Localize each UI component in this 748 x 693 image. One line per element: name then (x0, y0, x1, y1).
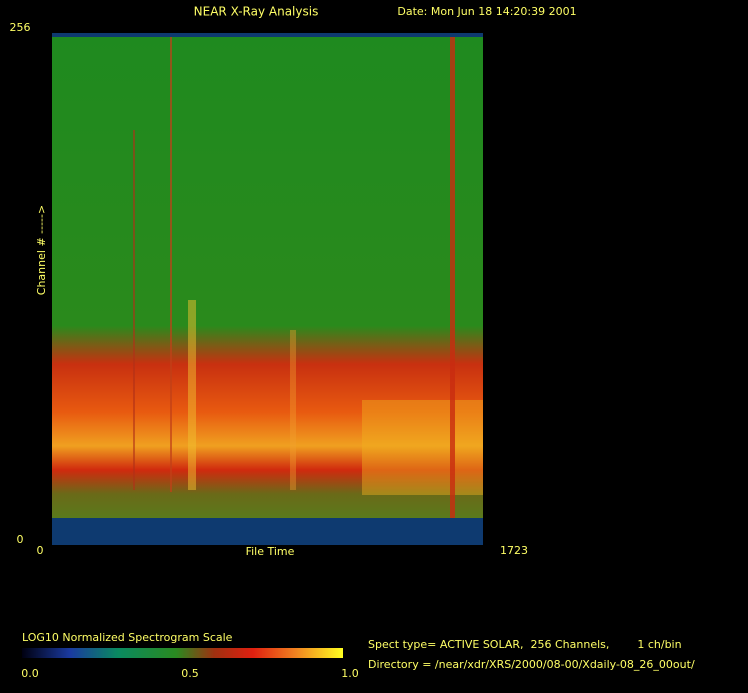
colorbar-tick-label: 0.5 (181, 667, 199, 680)
y-axis-label: Channel # -----> (35, 205, 48, 295)
flare (362, 400, 483, 495)
streak (450, 37, 455, 518)
title: NEAR X-Ray Analysis (194, 5, 319, 19)
streak (170, 37, 172, 492)
x-tick-label: 0 (37, 544, 44, 557)
streak (133, 130, 135, 490)
y-tick-label: 0 (17, 533, 24, 546)
colorbar-title: LOG10 Normalized Spectrogram Scale (22, 631, 233, 644)
spectrum (52, 37, 483, 518)
spectrogram (52, 33, 483, 545)
x-axis-label: File Time (246, 545, 295, 558)
colorbar-tick-label: 1.0 (341, 667, 359, 680)
date: Date: Mon Jun 18 14:20:39 2001 (397, 5, 576, 18)
info-line: Spect type= ACTIVE SOLAR, 256 Channels, … (368, 638, 682, 651)
y-tick-label: 256 (10, 21, 31, 34)
streak (290, 330, 296, 490)
x-tick-label: 1723 (500, 544, 528, 557)
colorbar-tick-label: 0.0 (21, 667, 39, 680)
streak (188, 300, 196, 490)
info-line: Directory = /near/xdr/XRS/2000/08-00/Xda… (368, 658, 695, 671)
colorbar (22, 648, 343, 658)
